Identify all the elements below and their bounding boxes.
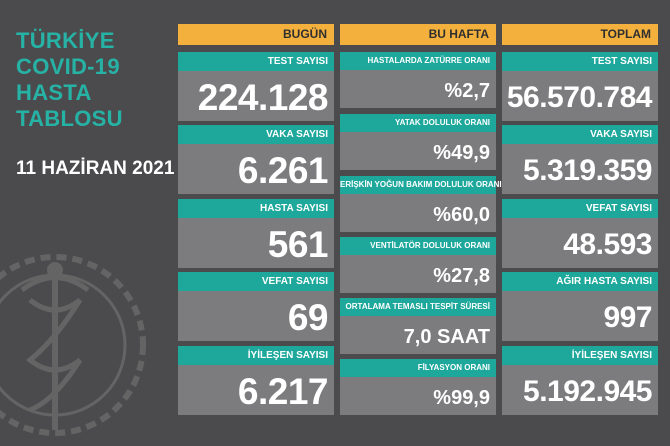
card-value: 561	[178, 218, 334, 268]
column-header-today: BUGÜN	[178, 24, 334, 45]
card-total-cases: VAKA SAYISI 5.319.359	[502, 125, 658, 194]
card-value: 997	[502, 291, 658, 341]
card-label: TEST SAYISI	[178, 52, 334, 71]
card-value: 7,0 SAAT	[340, 316, 496, 354]
card-week-icu-occupancy: ERİŞKİN YOĞUN BAKIM DOLULUK ORANI %60,0	[340, 176, 502, 232]
card-week-ventilator-occupancy: VENTİLATÖR DOLULUK ORANI %27,8	[340, 237, 496, 293]
card-value: 5.319.359	[502, 144, 658, 194]
card-value: 5.192.945	[502, 365, 658, 415]
card-value: 6.217	[178, 365, 334, 415]
card-total-deaths: VEFAT SAYISI 48.593	[502, 199, 658, 268]
card-label: YATAK DOLULUK ORANI	[340, 114, 496, 132]
card-value: %27,8	[340, 255, 496, 293]
card-label: VENTİLATÖR DOLULUK ORANI	[340, 237, 496, 255]
card-label: ORTALAMA TEMASLI TESPİT SÜRESİ	[340, 298, 496, 316]
card-label: HASTA SAYISI	[178, 199, 334, 218]
column-week: BU HAFTA HASTALARDA ZATÜRRE ORANI %2,7 Y…	[340, 24, 502, 415]
card-label: TEST SAYISI	[502, 52, 658, 71]
card-value: 224.128	[178, 71, 334, 121]
card-value: 48.593	[502, 218, 658, 268]
title-line-1: TÜRKİYE	[16, 28, 115, 53]
card-label: VAKA SAYISI	[178, 125, 334, 144]
title-line-4: TABLOSU	[16, 106, 123, 131]
title-line-2: COVID-19	[16, 54, 120, 79]
report-title: TÜRKİYE COVID-19 HASTA TABLOSU	[16, 28, 123, 132]
card-week-pneumonia: HASTALARDA ZATÜRRE ORANI %2,7	[340, 52, 496, 108]
card-total-critical: AĞIR HASTA SAYISI 997	[502, 272, 658, 341]
ministry-emblem-icon	[0, 254, 146, 436]
card-label: ERİŞKİN YOĞUN BAKIM DOLULUK ORANI	[340, 176, 502, 194]
report-date: 11 HAZİRAN 2021	[16, 158, 175, 179]
card-value: 56.570.784	[502, 71, 658, 121]
card-week-filiation: FİLYASYON ORANI %99,9	[340, 359, 496, 415]
column-today: BUGÜN TEST SAYISI 224.128 VAKA SAYISI 6.…	[178, 24, 334, 415]
card-value: %99,9	[340, 377, 496, 415]
card-week-contact-tracing: ORTALAMA TEMASLI TESPİT SÜRESİ 7,0 SAAT	[340, 298, 496, 354]
card-label: İYİLEŞEN SAYISI	[502, 346, 658, 365]
card-label: VEFAT SAYISI	[178, 272, 334, 291]
card-value: 6.261	[178, 144, 334, 194]
card-value: %60,0	[340, 194, 496, 232]
column-total: TOPLAM TEST SAYISI 56.570.784 VAKA SAYIS…	[502, 24, 658, 415]
card-today-deaths: VEFAT SAYISI 69	[178, 272, 334, 341]
title-line-3: HASTA	[16, 80, 92, 105]
card-total-recovered: İYİLEŞEN SAYISI 5.192.945	[502, 346, 658, 415]
card-value: 69	[178, 291, 334, 341]
card-total-tests: TEST SAYISI 56.570.784	[502, 52, 658, 121]
card-label: AĞIR HASTA SAYISI	[502, 272, 658, 291]
column-header-week: BU HAFTA	[340, 24, 496, 45]
card-today-cases: VAKA SAYISI 6.261	[178, 125, 334, 194]
card-today-patients: HASTA SAYISI 561	[178, 199, 334, 268]
card-week-bed-occupancy: YATAK DOLULUK ORANI %49,9	[340, 114, 496, 170]
card-label: VEFAT SAYISI	[502, 199, 658, 218]
card-today-recovered: İYİLEŞEN SAYISI 6.217	[178, 346, 334, 415]
card-label: İYİLEŞEN SAYISI	[178, 346, 334, 365]
card-label: VAKA SAYISI	[502, 125, 658, 144]
card-today-tests: TEST SAYISI 224.128	[178, 52, 334, 121]
card-label: FİLYASYON ORANI	[340, 359, 496, 377]
card-value: %49,9	[340, 132, 496, 170]
column-header-total: TOPLAM	[502, 24, 658, 45]
card-label: HASTALARDA ZATÜRRE ORANI	[340, 52, 496, 70]
card-value: %2,7	[340, 70, 496, 108]
